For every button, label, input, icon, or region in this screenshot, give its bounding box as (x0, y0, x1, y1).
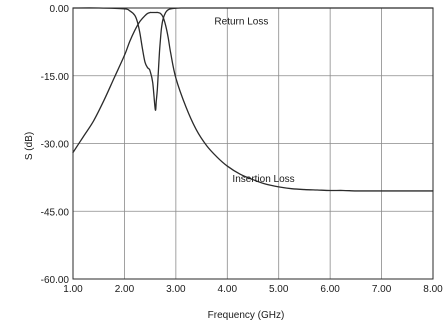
x-tick-label: 2.00 (115, 284, 135, 295)
x-tick-label: 1.00 (63, 284, 83, 295)
x-tick-label: 5.00 (269, 284, 289, 295)
annotation-label: Insertion Loss (232, 174, 294, 185)
x-tick-label: 8.00 (423, 284, 443, 295)
series-line-1 (72, 7, 434, 111)
y-tick-label: -15.00 (41, 72, 70, 83)
x-axis-label: Frequency (GHz) (208, 310, 285, 321)
x-tick-label: 3.00 (166, 284, 186, 295)
x-tick-label: 6.00 (320, 284, 340, 295)
y-axis-label: S (dB) (24, 132, 35, 160)
annotations: Return Loss Insertion Loss (214, 17, 294, 185)
y-tick-label: -30.00 (41, 140, 70, 151)
y-tick-label: 0.00 (50, 4, 70, 15)
y-tick-label: -45.00 (41, 207, 70, 218)
x-tick-label: 4.00 (218, 284, 238, 295)
data-curves (72, 7, 434, 192)
tick-labels: 1.00 2.00 3.00 4.00 5.00 6.00 7.00 8.00 0.00 -15.… (41, 4, 444, 295)
y-tick-label: -60.00 (41, 275, 70, 286)
x-tick-label: 7.00 (372, 284, 392, 295)
series-line-0 (72, 11, 434, 192)
annotation-label: Return Loss (214, 17, 268, 28)
